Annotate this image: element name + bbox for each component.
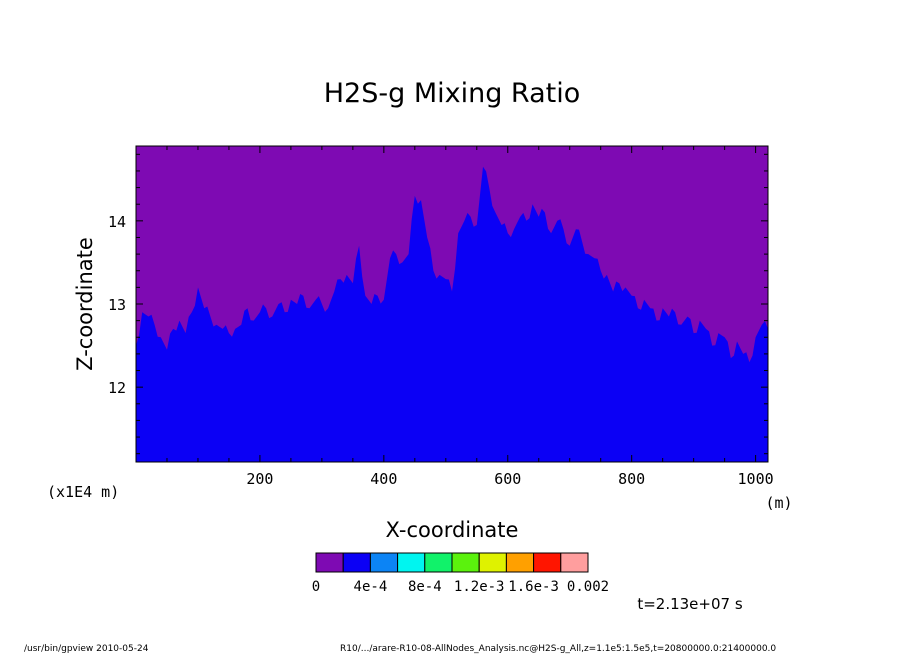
- x-tick-label: 800: [618, 470, 645, 488]
- x-tick-label: 600: [494, 470, 521, 488]
- time-label: t=2.13e+07 s: [637, 595, 743, 613]
- y-tick-label: 13: [108, 296, 126, 314]
- colorbar-label: 8e-4: [408, 579, 442, 595]
- colorbar-label: 0: [312, 579, 320, 595]
- colorbar-label: 4e-4: [354, 579, 388, 595]
- footer-right: R10/.../arare-R10-08-AllNodes_Analysis.n…: [340, 644, 776, 654]
- x-tick-label: 1000: [738, 470, 774, 488]
- x-axis-title: X-coordinate: [386, 518, 519, 542]
- y-axis-title: Z-coordinate: [73, 237, 97, 371]
- colorbar-label: 1.6e-3: [508, 579, 559, 595]
- colorbar-swatch: [560, 552, 589, 573]
- x-tick-label: 200: [246, 470, 273, 488]
- colorbar-swatch: [369, 552, 399, 573]
- colorbar-label: 0.002: [567, 579, 609, 595]
- colorbar-swatch: [505, 552, 535, 573]
- chart-title: H2S-g Mixing Ratio: [324, 78, 581, 109]
- x-tick-label: 400: [370, 470, 397, 488]
- colorbar-swatch: [424, 552, 453, 573]
- plot-area: [135, 145, 769, 463]
- colorbar-swatch: [342, 552, 371, 573]
- filled-level-area: [136, 166, 768, 463]
- y-scale-note: (x1E4 m): [47, 483, 119, 501]
- y-axis: 12 13 14: [108, 153, 768, 455]
- colorbar-label: 1.2e-3: [454, 579, 505, 595]
- colorbar-swatch: [451, 552, 480, 573]
- colorbar-swatch: [315, 552, 344, 573]
- colorbar-swatch: [533, 552, 562, 573]
- colorbar-swatch: [478, 552, 507, 573]
- y-tick-label: 12: [108, 379, 126, 397]
- x-unit-label: (m): [765, 494, 792, 512]
- footer-left: /usr/bin/gpview 2010-05-24: [24, 644, 149, 654]
- x-axis: 200 400 600 800 1000: [166, 146, 774, 488]
- colorbar: 0 4e-4 8e-4 1.2e-3 1.6e-3 0.002: [312, 552, 609, 595]
- y-tick-label: 14: [108, 213, 126, 231]
- colorbar-swatch: [397, 552, 426, 573]
